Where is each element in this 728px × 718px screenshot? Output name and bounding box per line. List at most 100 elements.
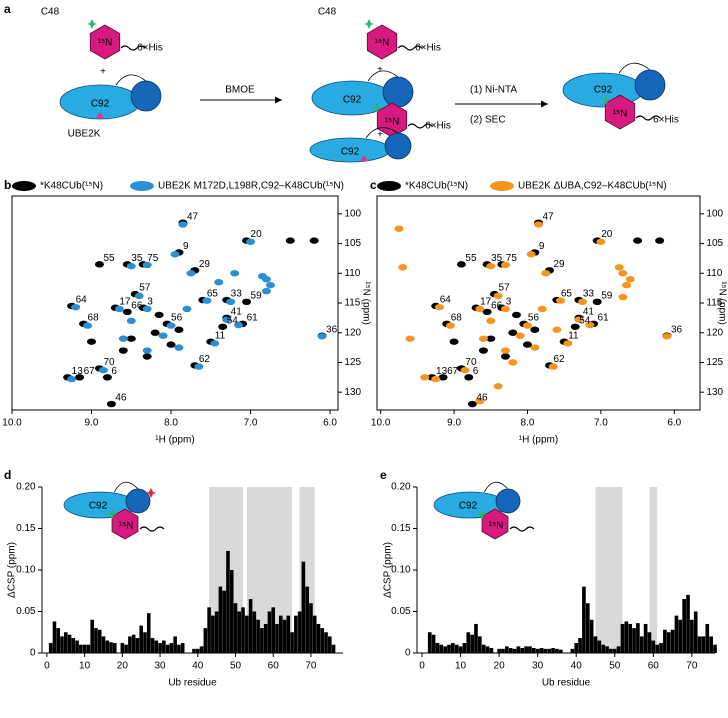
arrow-head [275,96,282,104]
bar [211,615,215,653]
uba-domain [382,76,414,108]
bar [481,644,486,653]
bar [439,644,444,653]
bar [535,648,540,653]
bar [97,629,102,653]
x-axis-label: ¹H (ppm) [519,435,558,446]
bar [113,643,117,653]
uba-domain [130,80,162,112]
panel-label: c [370,178,377,192]
inset-label: ¹⁵N [119,521,134,532]
peak [242,298,252,306]
bar [431,634,436,653]
x-axis-label: Ub residue [168,678,217,689]
cys-marker [364,19,374,29]
x-tick-label: 10.0 [2,418,22,429]
bar [643,623,648,653]
bar [705,623,710,653]
bar [169,643,174,653]
plot-frame [11,195,339,411]
peak [552,326,562,333]
bar [56,628,61,653]
peak [285,237,295,244]
bar [180,643,185,653]
peak [618,270,628,277]
peak-label: 9 [183,241,189,252]
bar [435,643,440,653]
bar [286,615,291,653]
his-tag [120,45,146,51]
peak-label: 75 [147,253,159,264]
peak-label: 64 [440,295,452,306]
bar [582,586,586,653]
schematic-label: + [100,67,106,78]
peak-label: 55 [103,253,115,264]
bar [301,561,306,653]
schematic-label: ¹⁵N [98,38,113,49]
y-tick-label: 0.10 [16,565,36,576]
inset-label: C92 [89,501,108,512]
x-tick-label: 70 [686,661,698,672]
peak [493,383,503,390]
y-tick-label: 130 [706,387,723,398]
peak-label: 35 [131,253,143,264]
peak [114,305,124,313]
bar [241,607,245,653]
bar [207,607,211,653]
linker [115,74,147,86]
peak-label: 61 [598,312,610,323]
peak [570,323,580,330]
peak-label: 67 [447,366,459,377]
peak-label: 29 [554,259,566,270]
x-tick-label: 9.0 [447,418,461,429]
bar [267,611,272,653]
peak [309,237,319,244]
peak [618,293,628,301]
uba-domain [384,132,412,160]
bar [597,640,602,653]
peak-label: 33 [231,289,243,300]
peak [449,338,459,345]
peak [530,344,540,351]
peak [166,341,176,348]
peak [585,321,595,329]
peak-label: 75 [506,253,518,264]
bar [271,607,276,653]
bar [674,615,679,653]
peak [438,374,448,381]
peak [118,347,128,354]
peak [508,329,518,336]
peak [515,332,525,339]
peak-label: 65 [561,289,573,300]
x-tick-label: 9.0 [85,418,99,429]
bar [709,636,713,653]
bar [690,619,694,653]
linker [365,127,399,139]
peak-label: 11 [215,330,226,341]
y-tick-label: 0.15 [391,523,411,534]
peak-label: 55 [465,253,477,264]
bar [501,648,505,653]
bar [543,648,548,653]
bar [651,640,656,653]
peak-label: 36 [671,324,683,335]
bar [82,644,87,653]
peak [574,316,584,323]
peak-label: 62 [554,354,566,365]
peak [118,335,128,342]
legend-label: *K48CUb(¹⁵N) [405,181,468,192]
peak [556,297,566,304]
peak [508,359,518,366]
bar [454,644,459,653]
peak [563,340,573,347]
bar [504,646,509,653]
bar [693,611,698,653]
peak [431,375,441,383]
bar [478,636,482,653]
his-tag [635,115,661,121]
peak-label: 64 [76,295,88,306]
bar [199,646,204,653]
y-tick-label: 120 [344,327,361,338]
x-axis-label: Ub residue [542,678,591,689]
peak [541,270,551,277]
